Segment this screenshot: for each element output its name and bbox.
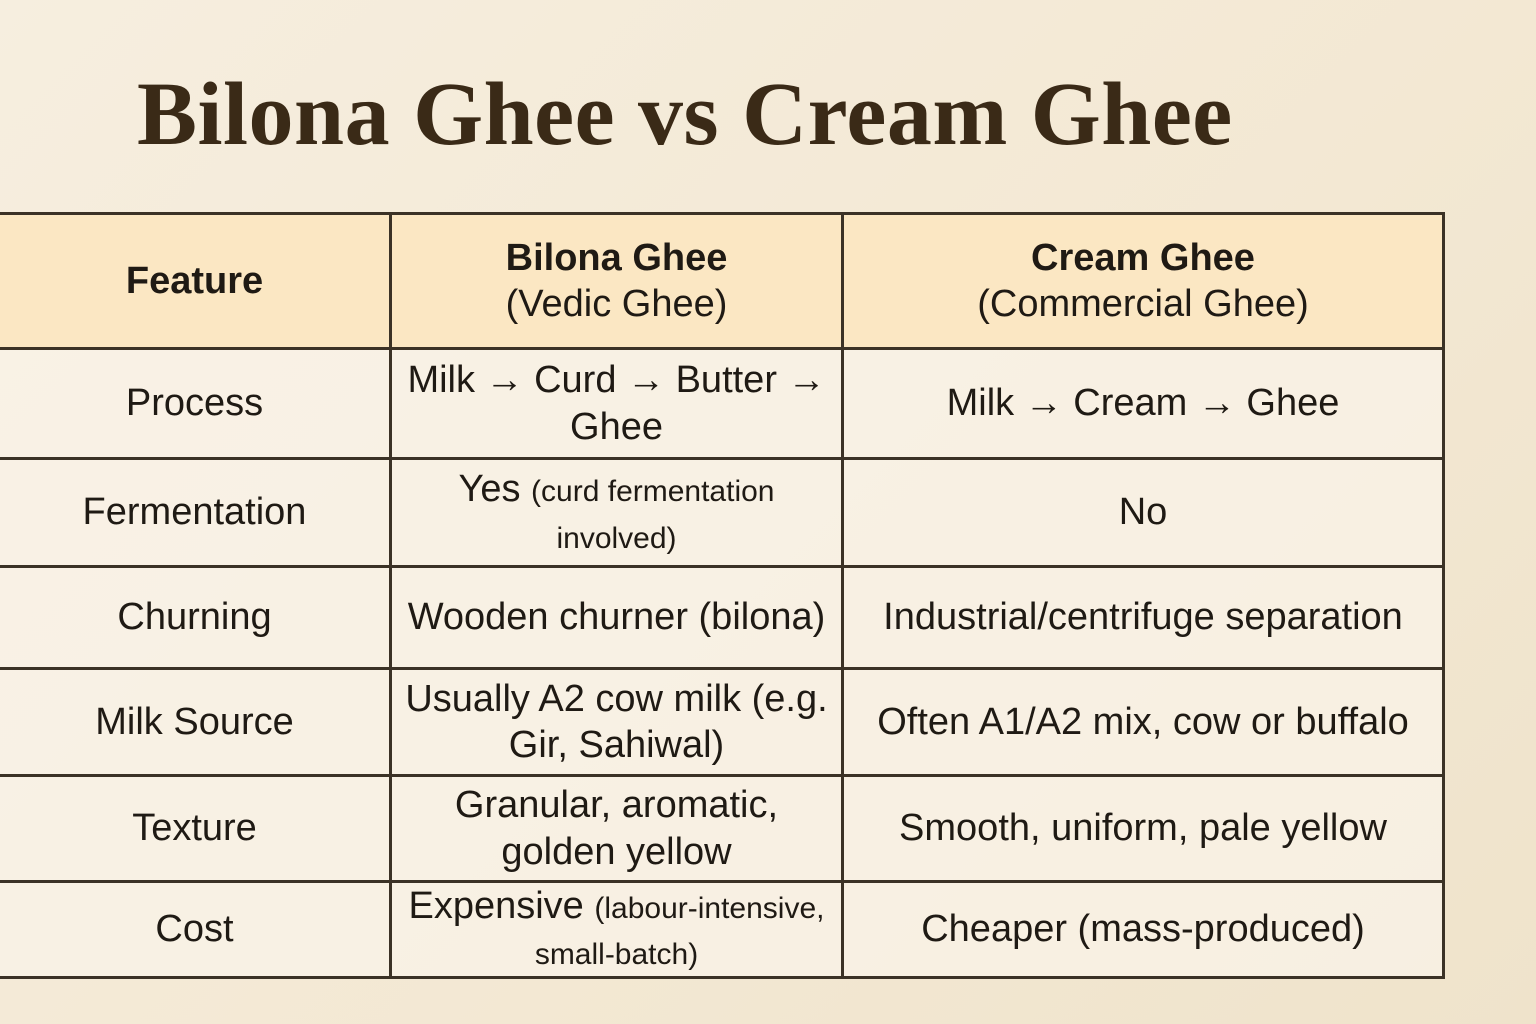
- feature-cell: Churning: [0, 565, 392, 670]
- cream-cell: Smooth, uniform, pale yellow: [841, 774, 1445, 883]
- feature-cell: Process: [0, 347, 392, 460]
- header-title: Bilona Ghee: [505, 236, 728, 279]
- cream-cell: Often A1/A2 mix, cow or buffalo: [841, 667, 1445, 777]
- cell-text: Industrial/centrifuge separation: [883, 596, 1403, 639]
- bilona-cell: Yes (curd fermentation involved): [389, 457, 844, 568]
- cell-text: Smooth, uniform, pale yellow: [899, 807, 1387, 850]
- cell-note: (curd fermentation involved): [531, 475, 775, 555]
- cell-text: Milk → Curd → Butter → Ghee: [407, 359, 826, 448]
- feature-cell: Texture: [0, 774, 392, 883]
- header-subtitle: (Commercial Ghee): [977, 283, 1309, 325]
- bilona-cell: Granular, aromatic, golden yellow: [389, 774, 844, 883]
- cell-text: Often A1/A2 mix, cow or buffalo: [877, 700, 1409, 743]
- cell-text: Yes: [458, 468, 521, 511]
- bilona-cell: Milk → Curd → Butter → Ghee: [389, 347, 844, 460]
- bilona-cell: Wooden churner (bilona): [389, 565, 844, 670]
- header-title: Cream Ghee: [1031, 236, 1255, 279]
- table-row: Process Milk → Curd → Butter → Ghee Milk →…: [0, 347, 1445, 460]
- cell-text: Granular, aromatic, golden yellow: [454, 784, 779, 873]
- cream-cell: Industrial/centrifuge separation: [841, 565, 1445, 670]
- feature-cell: Fermentation: [0, 457, 392, 568]
- header-cell: Bilona Ghee (Vedic Ghee): [389, 212, 844, 350]
- table-row: Fermentation Yes (curd fermentation invol…: [0, 457, 1445, 568]
- table-body: Process Milk → Curd → Butter → Ghee Milk →…: [0, 347, 1445, 979]
- table-row: Texture Granular, aromatic, golden yellow…: [0, 774, 1445, 883]
- feature-cell: Milk Source: [0, 667, 392, 777]
- cell-text: Cheaper (mass-produced): [921, 908, 1365, 951]
- cream-cell: Cheaper (mass-produced): [841, 880, 1445, 979]
- header-row: Feature Bilona Ghee (Vedic Ghee) Cream Gh…: [0, 212, 1445, 350]
- cell-text: Expensive: [408, 885, 584, 927]
- comparison-table: Feature Bilona Ghee (Vedic Ghee) Cream Gh…: [0, 212, 1445, 979]
- cream-cell: No: [841, 457, 1445, 568]
- header-cell: Feature: [0, 212, 392, 350]
- header-subtitle: (Vedic Ghee): [505, 283, 728, 325]
- cell-text: No: [1118, 491, 1168, 534]
- table-row: Cost Expensive (labour-intensive, small-b…: [0, 880, 1445, 979]
- bilona-cell: Usually A2 cow milk (e.g. Gir, Sahiwal): [389, 667, 844, 777]
- feature-cell: Cost: [0, 880, 392, 979]
- table-row: Churning Wooden churner (bilona) Industria…: [0, 565, 1445, 670]
- cell-text: Milk → Cream → Ghee: [946, 382, 1340, 425]
- cell-text: Wooden churner (bilona): [407, 596, 826, 639]
- bilona-cell: Expensive (labour-intensive, small-batch…: [389, 880, 844, 979]
- title: Bilona Ghee vs Cream Ghee: [137, 65, 1233, 164]
- cell-text: Usually A2 cow milk (e.g. Gir, Sahiwal): [405, 677, 828, 766]
- header-cell: Cream Ghee (Commercial Ghee): [841, 212, 1445, 350]
- table-row: Milk Source Usually A2 cow milk (e.g. Gir…: [0, 667, 1445, 777]
- cream-cell: Milk → Cream → Ghee: [841, 347, 1445, 460]
- cell-note: (labour-intensive, small-batch): [534, 892, 825, 972]
